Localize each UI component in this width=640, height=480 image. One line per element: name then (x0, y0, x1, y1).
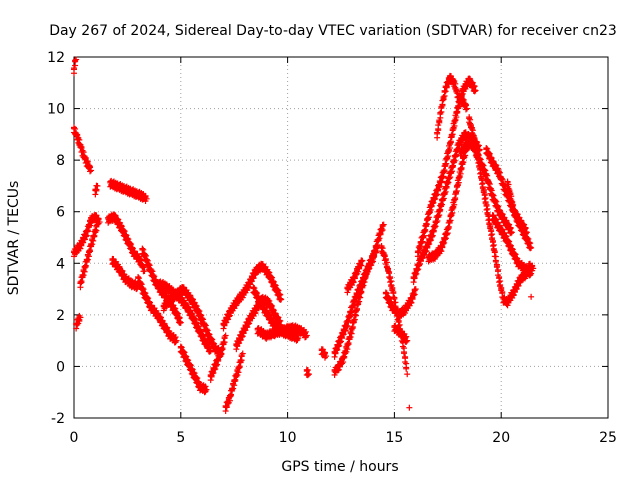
data-point (93, 222, 100, 229)
data-point (112, 212, 119, 219)
data-point (92, 226, 99, 233)
data-point (117, 222, 124, 229)
data-point (115, 216, 122, 223)
data-point (122, 231, 129, 238)
y-tick-label: 4 (56, 256, 65, 272)
y-tick-label: -2 (51, 411, 65, 427)
x-tick-label: 15 (385, 430, 403, 446)
data-point (95, 215, 102, 222)
x-tick-label: 5 (176, 430, 185, 446)
y-tick-label: 10 (47, 102, 65, 118)
data-point (142, 192, 149, 199)
data-point (94, 221, 101, 228)
data-point (80, 149, 87, 156)
data-point (87, 163, 94, 170)
data-point (128, 241, 135, 248)
x-tick-label: 10 (279, 430, 297, 446)
data-point (72, 125, 79, 132)
data-point (73, 56, 80, 63)
plot-frame (73, 56, 609, 419)
data-point (72, 57, 79, 64)
data-point (125, 236, 132, 243)
data-point (83, 157, 90, 164)
data-point (82, 154, 89, 161)
data-point (141, 268, 148, 275)
y-axis-label: SDTVAR / TECUs (6, 181, 22, 296)
y-tick-label: 8 (56, 153, 65, 169)
axis-ticks: 0 5 10 15 20 25 -2 0 2 4 6 8 10 12 (47, 50, 617, 446)
x-tick-label: 20 (492, 430, 510, 446)
chart-title: Day 267 of 2024, Sidereal Day-to-day VTE… (49, 23, 617, 39)
y-tick-label: 0 (56, 359, 65, 375)
data-point (121, 228, 128, 235)
data-point (84, 158, 91, 165)
y-tick-label: 12 (47, 50, 65, 66)
data-point (78, 143, 85, 150)
data-point (120, 227, 127, 234)
grid (74, 57, 608, 418)
data-point (93, 212, 100, 219)
y-tick-label: 6 (56, 205, 65, 221)
x-tick-label: 0 (70, 430, 79, 446)
data-point (77, 314, 84, 321)
data-point (123, 232, 130, 239)
data-point (128, 244, 135, 251)
data-point (94, 182, 101, 189)
data-point (74, 131, 81, 138)
data-point (143, 195, 150, 202)
data-point (88, 167, 95, 174)
data-series-sdtvar (71, 56, 537, 415)
x-tick-label: 25 (599, 430, 617, 446)
data-point (118, 223, 125, 230)
y-tick-label: 2 (56, 308, 65, 324)
data-point (124, 235, 131, 242)
data-point (76, 136, 83, 143)
data-point (127, 240, 134, 247)
x-axis-label: GPS time / hours (281, 459, 398, 475)
